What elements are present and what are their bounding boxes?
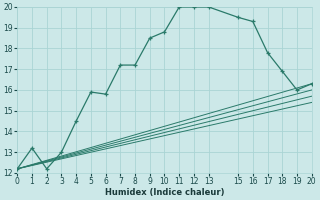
X-axis label: Humidex (Indice chaleur): Humidex (Indice chaleur) [105,188,224,197]
